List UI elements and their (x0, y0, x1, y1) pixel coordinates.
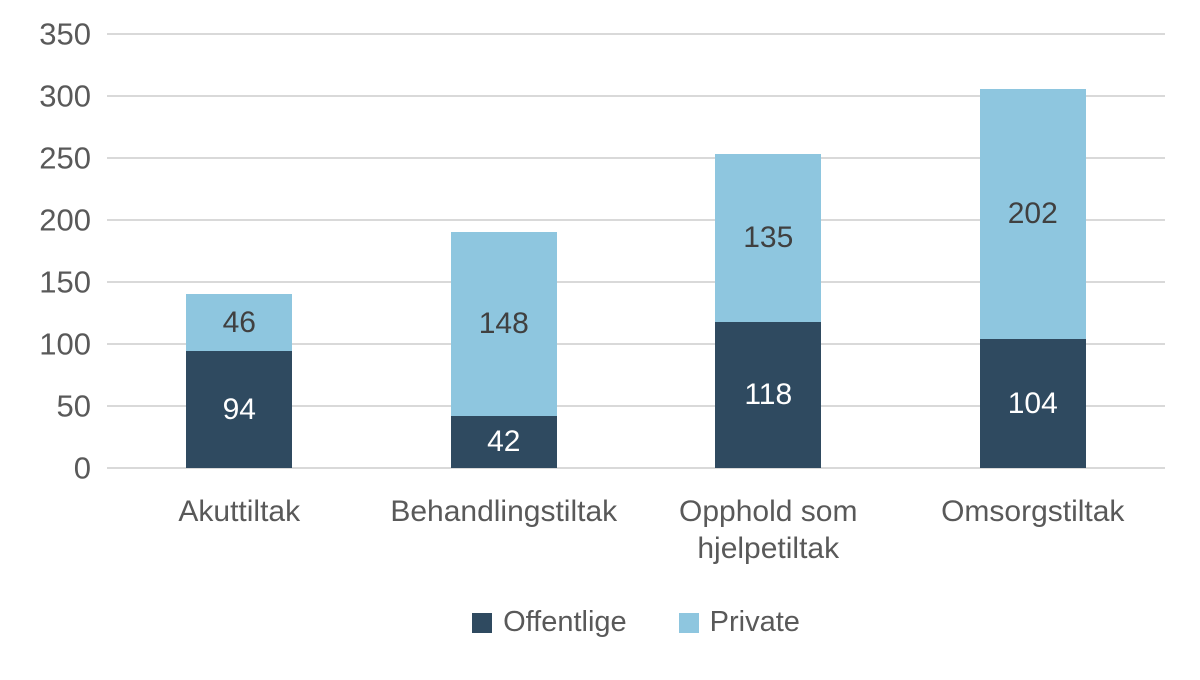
y-axis-tick-label: 300 (39, 78, 91, 114)
y-axis-tick-label: 0 (73, 450, 91, 486)
bar-value-label: 135 (743, 220, 794, 254)
bar-segment-offentlige: 118 (715, 321, 822, 468)
y-axis-tick-label: 150 (39, 264, 91, 300)
bar-value-label: 42 (487, 424, 521, 458)
gridline (107, 405, 1165, 407)
legend-item-offentlige: Offentlige (472, 608, 627, 637)
bar-value-label: 94 (222, 392, 256, 426)
gridline (107, 95, 1165, 97)
legend-label: Offentlige (503, 606, 627, 638)
bar-segment-offentlige: 42 (450, 415, 557, 468)
legend-swatch-icon (472, 612, 493, 633)
bar-segment-private: 46 (186, 294, 293, 352)
x-axis-category-label: Opphold som hjelpetiltak (679, 495, 858, 565)
bar-value-label: 104 (1007, 386, 1058, 420)
gridline (107, 219, 1165, 221)
bar-value-label: 148 (478, 307, 529, 341)
legend: Offentlige Private (107, 608, 1165, 637)
legend-item-private: Private (678, 606, 800, 638)
gridline (107, 281, 1165, 283)
x-axis-category-label: Behandlingstiltak (390, 495, 618, 528)
y-axis-tick-label: 50 (56, 388, 91, 424)
y-axis-tick-label: 250 (39, 140, 91, 176)
bar-segment-offentlige: 104 (979, 339, 1086, 468)
bar-value-label: 118 (744, 377, 793, 411)
gridline (107, 343, 1165, 345)
y-axis-tick-label: 100 (39, 326, 91, 362)
x-axis-category-label: Omsorgstiltak (941, 495, 1125, 528)
bar-value-label: 202 (1007, 196, 1058, 230)
y-axis-tick-label: 350 (39, 16, 91, 52)
bar-segment-private: 202 (979, 88, 1086, 340)
bar-value-label: 46 (222, 305, 256, 339)
gridline (107, 467, 1165, 469)
y-axis-tick-label: 200 (39, 202, 91, 238)
gridline (107, 33, 1165, 35)
legend-label: Private (709, 606, 800, 638)
x-axis-category-label: Akuttiltak (178, 495, 301, 528)
bar-segment-private: 148 (450, 232, 557, 416)
gridline (107, 157, 1165, 159)
bar-segment-private: 135 (715, 154, 822, 322)
bar-segment-offentlige: 94 (186, 351, 293, 468)
legend-swatch-icon (678, 612, 699, 633)
